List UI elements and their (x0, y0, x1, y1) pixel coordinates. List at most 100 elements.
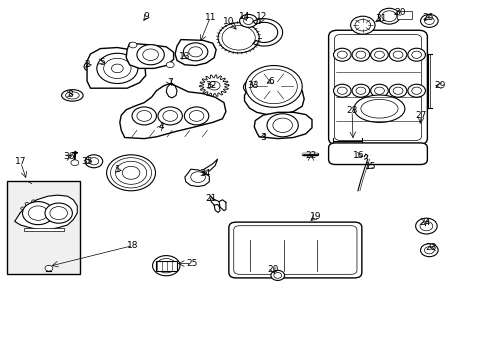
Circle shape (184, 107, 208, 125)
Text: 10: 10 (223, 17, 234, 26)
Text: 1: 1 (114, 165, 120, 174)
Circle shape (243, 17, 253, 24)
Text: 14: 14 (238, 12, 250, 22)
Circle shape (351, 48, 369, 61)
Ellipse shape (65, 92, 79, 99)
Circle shape (411, 51, 421, 58)
Circle shape (222, 26, 255, 50)
Circle shape (103, 58, 131, 78)
Circle shape (71, 160, 79, 166)
FancyBboxPatch shape (328, 30, 427, 145)
Circle shape (351, 84, 369, 97)
Text: 21: 21 (205, 194, 217, 203)
Text: 34: 34 (199, 169, 211, 178)
Bar (24, 228, 63, 231)
Text: 30: 30 (393, 8, 405, 17)
Bar (396, 11, 411, 19)
FancyBboxPatch shape (233, 226, 356, 274)
Circle shape (392, 87, 402, 94)
Circle shape (239, 14, 257, 27)
Polygon shape (184, 169, 209, 186)
Text: 8: 8 (67, 90, 73, 99)
Circle shape (129, 42, 137, 48)
Circle shape (97, 53, 138, 84)
Circle shape (45, 203, 72, 223)
Text: 20: 20 (266, 265, 278, 274)
Text: 35: 35 (81, 157, 93, 166)
Text: 15: 15 (364, 162, 376, 171)
Circle shape (419, 221, 432, 231)
FancyBboxPatch shape (334, 35, 421, 140)
FancyBboxPatch shape (228, 222, 361, 278)
Circle shape (87, 64, 94, 69)
Ellipse shape (353, 95, 404, 122)
Text: 33: 33 (247, 81, 259, 90)
Text: 29: 29 (433, 81, 445, 90)
Ellipse shape (61, 90, 83, 101)
Circle shape (156, 258, 176, 273)
Circle shape (273, 273, 281, 278)
Circle shape (22, 202, 54, 225)
Bar (155, 261, 177, 271)
Text: 17: 17 (15, 157, 26, 166)
Polygon shape (126, 43, 173, 68)
Circle shape (183, 43, 207, 61)
Circle shape (110, 158, 151, 188)
Circle shape (111, 64, 123, 73)
Circle shape (45, 265, 53, 271)
Circle shape (424, 17, 433, 24)
Text: 23: 23 (425, 243, 436, 252)
Circle shape (250, 69, 297, 104)
Circle shape (50, 207, 67, 220)
Text: 36: 36 (63, 152, 75, 161)
Circle shape (355, 87, 365, 94)
Circle shape (247, 83, 259, 91)
Polygon shape (120, 84, 225, 139)
Circle shape (122, 166, 140, 179)
Circle shape (370, 84, 387, 97)
Text: 19: 19 (309, 212, 321, 221)
Circle shape (370, 48, 387, 61)
Circle shape (354, 19, 370, 31)
Circle shape (84, 62, 97, 71)
Circle shape (208, 81, 220, 90)
Circle shape (106, 155, 155, 191)
Circle shape (137, 45, 164, 65)
Circle shape (188, 47, 202, 57)
Text: 11: 11 (204, 13, 216, 22)
Circle shape (190, 172, 205, 183)
Circle shape (28, 206, 48, 220)
Text: 18: 18 (127, 241, 139, 250)
Circle shape (388, 84, 406, 97)
Circle shape (152, 256, 180, 276)
Circle shape (85, 155, 102, 168)
Text: 4: 4 (158, 122, 164, 131)
Circle shape (163, 111, 177, 121)
Circle shape (420, 14, 437, 27)
Text: 5: 5 (99, 58, 104, 67)
Ellipse shape (96, 59, 112, 67)
Circle shape (337, 87, 346, 94)
Circle shape (218, 23, 259, 53)
Circle shape (158, 107, 182, 125)
Circle shape (142, 49, 158, 60)
Text: 9: 9 (143, 12, 149, 21)
Text: 7: 7 (167, 78, 173, 87)
Text: 13: 13 (179, 52, 190, 61)
Text: 2: 2 (84, 60, 90, 69)
Circle shape (270, 270, 284, 280)
Polygon shape (175, 40, 216, 66)
Text: 31: 31 (375, 14, 386, 23)
Text: 16: 16 (352, 151, 364, 160)
Circle shape (407, 84, 425, 97)
Circle shape (137, 111, 151, 121)
Circle shape (388, 48, 406, 61)
Circle shape (243, 80, 263, 94)
Circle shape (424, 247, 433, 254)
Circle shape (132, 107, 156, 125)
Text: 25: 25 (185, 259, 197, 268)
Circle shape (350, 16, 374, 34)
Circle shape (189, 111, 203, 121)
Text: 24: 24 (419, 218, 430, 227)
Circle shape (245, 66, 302, 107)
